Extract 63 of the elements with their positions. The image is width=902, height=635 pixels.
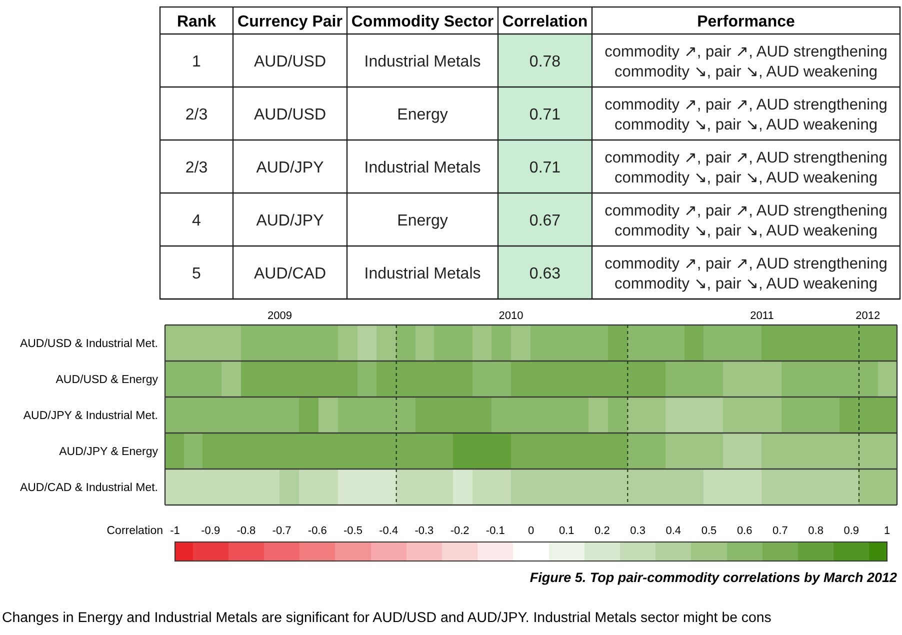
x-tick-label: 2010 (498, 310, 524, 322)
text: commodity ↗, pair ↗, AUD strengthening commodity ↘, pair ↘, AUD weakening (604, 202, 888, 240)
text: Energy (397, 212, 448, 230)
x-tick-label: 2009 (267, 310, 292, 322)
caption: Figure 5. Top pair-commodity correlations by March 2012 (530, 570, 898, 585)
category-label: Correlation (502, 14, 588, 30)
text: commodity ↗, pair ↗, AUD strengthening commodity ↘, pair ↘, AUD weakening (604, 150, 888, 186)
text: 2/3 (185, 160, 208, 176)
color-bar-label: -0.6 (308, 525, 327, 537)
text: AUD/CAD (254, 266, 326, 282)
text: 4 (192, 212, 201, 230)
color-bar-label: 0 (528, 525, 534, 537)
text: 0.63 (529, 266, 561, 282)
text: commodity ↗, pair ↗, AUD strengthening commodity ↘, pair ↘, AUD weakening (604, 44, 888, 80)
text: 5 (192, 266, 201, 282)
color-bar-title: Correlation (106, 525, 163, 537)
color-bar-label: 0.3 (630, 525, 646, 537)
color-bar-label: -0.3 (414, 525, 434, 537)
color-bar-label: 0.5 (701, 525, 717, 537)
text: AUD/JPY (256, 212, 324, 230)
y-tick-label: AUD/USD & Industrial Met. (20, 338, 158, 350)
category-label: Rank (176, 14, 216, 30)
color-bar-label: -0.5 (344, 525, 362, 537)
y-tick-label: AUD/JPY & Industrial Met. (23, 410, 158, 422)
y-tick-label: AUD/CAD & Industrial Met. (20, 482, 158, 494)
y-tick-label: AUD/USD & Energy (56, 374, 158, 386)
x-tick-label: 2011 (750, 310, 774, 322)
text: 2/3 (185, 106, 208, 124)
color-bar-label: 0.7 (772, 525, 788, 537)
color-bar-label: -0.7 (272, 525, 292, 537)
text: Energy (397, 106, 448, 124)
category-label: Performance (697, 14, 796, 30)
color-bar-label: -0.9 (201, 525, 220, 537)
color-bar-label: 0.9 (844, 525, 860, 537)
color-bar-label: 0.2 (594, 525, 610, 537)
color-bar-label: -0.1 (486, 525, 505, 537)
text: Industrial Metals (364, 266, 481, 282)
text: Industrial Metals (364, 160, 481, 176)
color-bar-label: 0.8 (808, 525, 824, 537)
y-tick-label: AUD/JPY & Energy (59, 446, 158, 458)
text: commodity ↗, pair ↗, AUD strengthening commodity ↘, pair ↘, AUD weakening (604, 96, 888, 134)
text: 1 (192, 54, 201, 70)
text: 0.71 (529, 106, 561, 124)
text: Industrial Metals (364, 54, 481, 70)
text: AUD/JPY (256, 160, 324, 176)
color-bar-label: -1 (170, 525, 180, 537)
color-bar-label: 0.1 (558, 525, 574, 537)
color-bar-label: -0.2 (450, 525, 470, 537)
color-bar-label: 1 (884, 525, 890, 537)
text: 0.71 (529, 160, 561, 176)
text: 0.78 (529, 54, 561, 70)
text: commodity ↗, pair ↗, AUD strengthening commodity ↘, pair ↘, AUD weakening (604, 256, 888, 292)
color-bar-label: 0.6 (736, 525, 752, 537)
text: Changes in Energy and Industrial Metals are significant for AUD/USD and AUD/JPY. Industrial Metals sector might be cons (2, 610, 772, 626)
text: AUD/USD (254, 54, 326, 70)
category-label: Commodity Sector (351, 14, 494, 30)
text: 0.67 (529, 212, 561, 230)
color-bar-label: -0.8 (236, 525, 256, 537)
color-bar-label: 0.4 (666, 525, 682, 537)
x-tick-label: 2012 (856, 310, 880, 322)
color-bar-label: -0.4 (379, 525, 398, 537)
text: AUD/USD (254, 106, 326, 124)
category-label: Currency Pair (238, 14, 342, 30)
